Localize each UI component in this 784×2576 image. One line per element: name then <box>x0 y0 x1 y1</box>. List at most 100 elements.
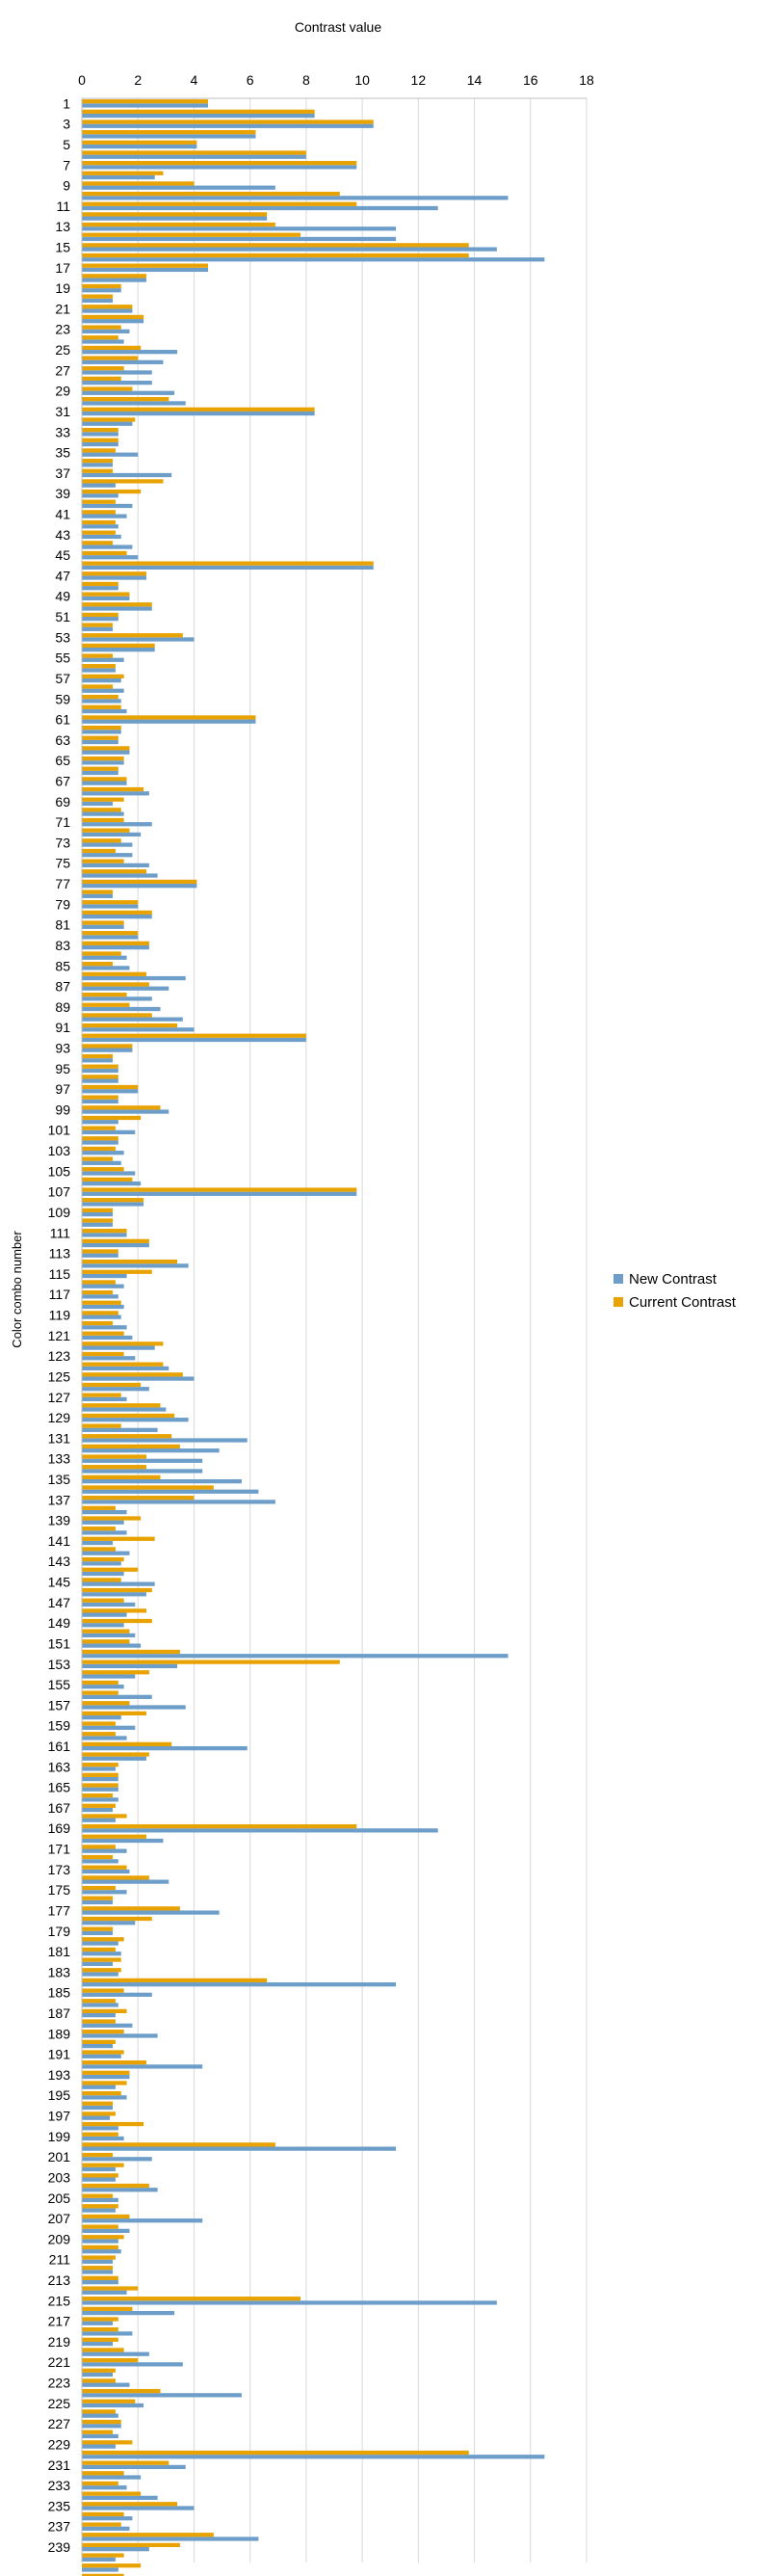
bar-current-contrast-230 <box>82 2450 469 2456</box>
y-tick-label: 151 <box>48 1635 71 1651</box>
y-tick-label: 115 <box>49 1266 71 1282</box>
bar-current-contrast-166 <box>82 1793 114 1798</box>
y-tick-label: 71 <box>55 814 70 830</box>
bar-current-contrast-95 <box>82 1064 118 1069</box>
bar-current-contrast-93 <box>82 1044 133 1049</box>
bar-new-contrast-129 <box>82 1418 189 1422</box>
bar-new-contrast-204 <box>82 2188 158 2192</box>
y-tick-label: 3 <box>63 117 70 132</box>
bar-current-contrast-137 <box>82 1496 195 1500</box>
bar-current-contrast-83 <box>82 941 149 945</box>
bar-current-contrast-231 <box>82 2460 170 2465</box>
bar-current-contrast-202 <box>82 2163 124 2167</box>
y-tick-label: 131 <box>48 1430 71 1446</box>
bar-new-contrast-96 <box>82 1078 118 1083</box>
y-tick-label: 23 <box>55 322 70 337</box>
x-axis-ticks: 0 2 4 6 8 10 12 14 16 18 <box>78 72 594 88</box>
bar-new-contrast-206 <box>82 2208 116 2213</box>
bar-current-contrast-157 <box>82 1701 130 1706</box>
bar-current-contrast-218 <box>82 2327 118 2332</box>
y-tick-label: 43 <box>55 527 70 543</box>
y-tick-label: 85 <box>55 958 70 973</box>
bar-new-contrast-198 <box>82 2126 118 2131</box>
bar-current-contrast-138 <box>82 1505 116 1510</box>
bar-new-contrast-142 <box>82 1551 130 1555</box>
legend: New Contrast Current Contrast <box>614 1271 737 1311</box>
bar-new-contrast-131 <box>82 1438 248 1443</box>
x-tick-label: 2 <box>134 72 142 88</box>
bar-current-contrast-206 <box>82 2204 118 2209</box>
bar-current-contrast-135 <box>82 1474 161 1479</box>
bar-new-contrast-69 <box>82 801 114 807</box>
bar-new-contrast-156 <box>82 1694 152 1699</box>
bar-current-contrast-174 <box>82 1875 149 1880</box>
bar-current-contrast-39 <box>82 489 142 494</box>
bar-current-contrast-155 <box>82 1680 118 1686</box>
bar-new-contrast-229 <box>82 2444 116 2449</box>
bar-current-contrast-221 <box>82 2357 139 2363</box>
y-tick-label: 57 <box>55 671 70 686</box>
bar-current-contrast-215 <box>82 2297 301 2301</box>
bar-current-contrast-94 <box>82 1053 114 1059</box>
bar-new-contrast-91 <box>82 1027 195 1032</box>
y-tick-label: 145 <box>48 1575 71 1590</box>
bar-new-contrast-25 <box>82 350 177 355</box>
bar-current-contrast-236 <box>82 2511 124 2517</box>
bar-new-contrast-54 <box>82 647 155 652</box>
bar-new-contrast-90 <box>82 1017 183 1022</box>
bar-new-contrast-170 <box>82 1838 164 1844</box>
bar-new-contrast-78 <box>82 893 114 898</box>
bar-current-contrast-24 <box>82 335 118 340</box>
bar-new-contrast-17 <box>82 267 208 273</box>
bar-new-contrast-179 <box>82 1930 114 1936</box>
bar-current-contrast-188 <box>82 2019 116 2024</box>
y-tick-label: 127 <box>48 1390 71 1405</box>
bar-current-contrast-128 <box>82 1403 161 1408</box>
bar-current-contrast-35 <box>82 448 116 453</box>
y-tick-label: 1 <box>63 95 70 111</box>
bar-current-contrast-224 <box>82 2388 161 2394</box>
bar-current-contrast-220 <box>82 2348 124 2352</box>
bar-current-contrast-144 <box>82 1567 139 1572</box>
y-tick-label: 99 <box>55 1102 70 1117</box>
bar-new-contrast-71 <box>82 822 152 827</box>
bar-current-contrast-34 <box>82 438 118 442</box>
bar-current-contrast-65 <box>82 756 124 761</box>
bar-new-contrast-120 <box>82 1325 127 1330</box>
bar-new-contrast-123 <box>82 1356 136 1361</box>
bar-new-contrast-220 <box>82 2351 149 2356</box>
bar-current-contrast-76 <box>82 869 146 874</box>
y-tick-label: 73 <box>55 835 70 850</box>
bar-new-contrast-56 <box>82 668 116 673</box>
y-tick-label: 117 <box>49 1287 71 1302</box>
bar-current-contrast-195 <box>82 2090 121 2096</box>
y-tick-label: 179 <box>48 1924 71 1939</box>
bar-new-contrast-88 <box>82 996 152 1001</box>
y-tick-label: 75 <box>55 856 70 871</box>
bar-new-contrast-11 <box>82 205 438 211</box>
bar-new-contrast-51 <box>82 617 118 622</box>
bar-current-contrast-184 <box>82 1978 268 1983</box>
y-tick-label: 181 <box>48 1944 71 1959</box>
legend-label-current-contrast: Current Contrast <box>629 1294 737 1311</box>
bar-current-contrast-239 <box>82 2542 180 2548</box>
bar-current-contrast-118 <box>82 1300 121 1305</box>
bar-new-contrast-57 <box>82 677 121 683</box>
y-tick-label: 69 <box>55 794 70 810</box>
bar-current-contrast-213 <box>82 2275 118 2281</box>
bar-current-contrast-43 <box>82 530 116 535</box>
bar-current-contrast-23 <box>82 325 121 330</box>
bar-new-contrast-79 <box>82 904 139 909</box>
y-tick-label: 45 <box>55 547 70 563</box>
bar-new-contrast-1 <box>82 103 208 108</box>
bar-new-contrast-77 <box>82 884 197 889</box>
bar-new-contrast-61 <box>82 719 256 724</box>
bar-current-contrast-88 <box>82 992 127 997</box>
bar-current-contrast-25 <box>82 345 142 351</box>
bar-new-contrast-141 <box>82 1540 114 1546</box>
y-tick-label: 237 <box>48 2519 71 2535</box>
bar-new-contrast-136 <box>82 1489 259 1494</box>
y-tick-label: 225 <box>48 2396 71 2411</box>
bar-current-contrast-52 <box>82 623 114 627</box>
y-tick-label: 133 <box>48 1451 71 1467</box>
